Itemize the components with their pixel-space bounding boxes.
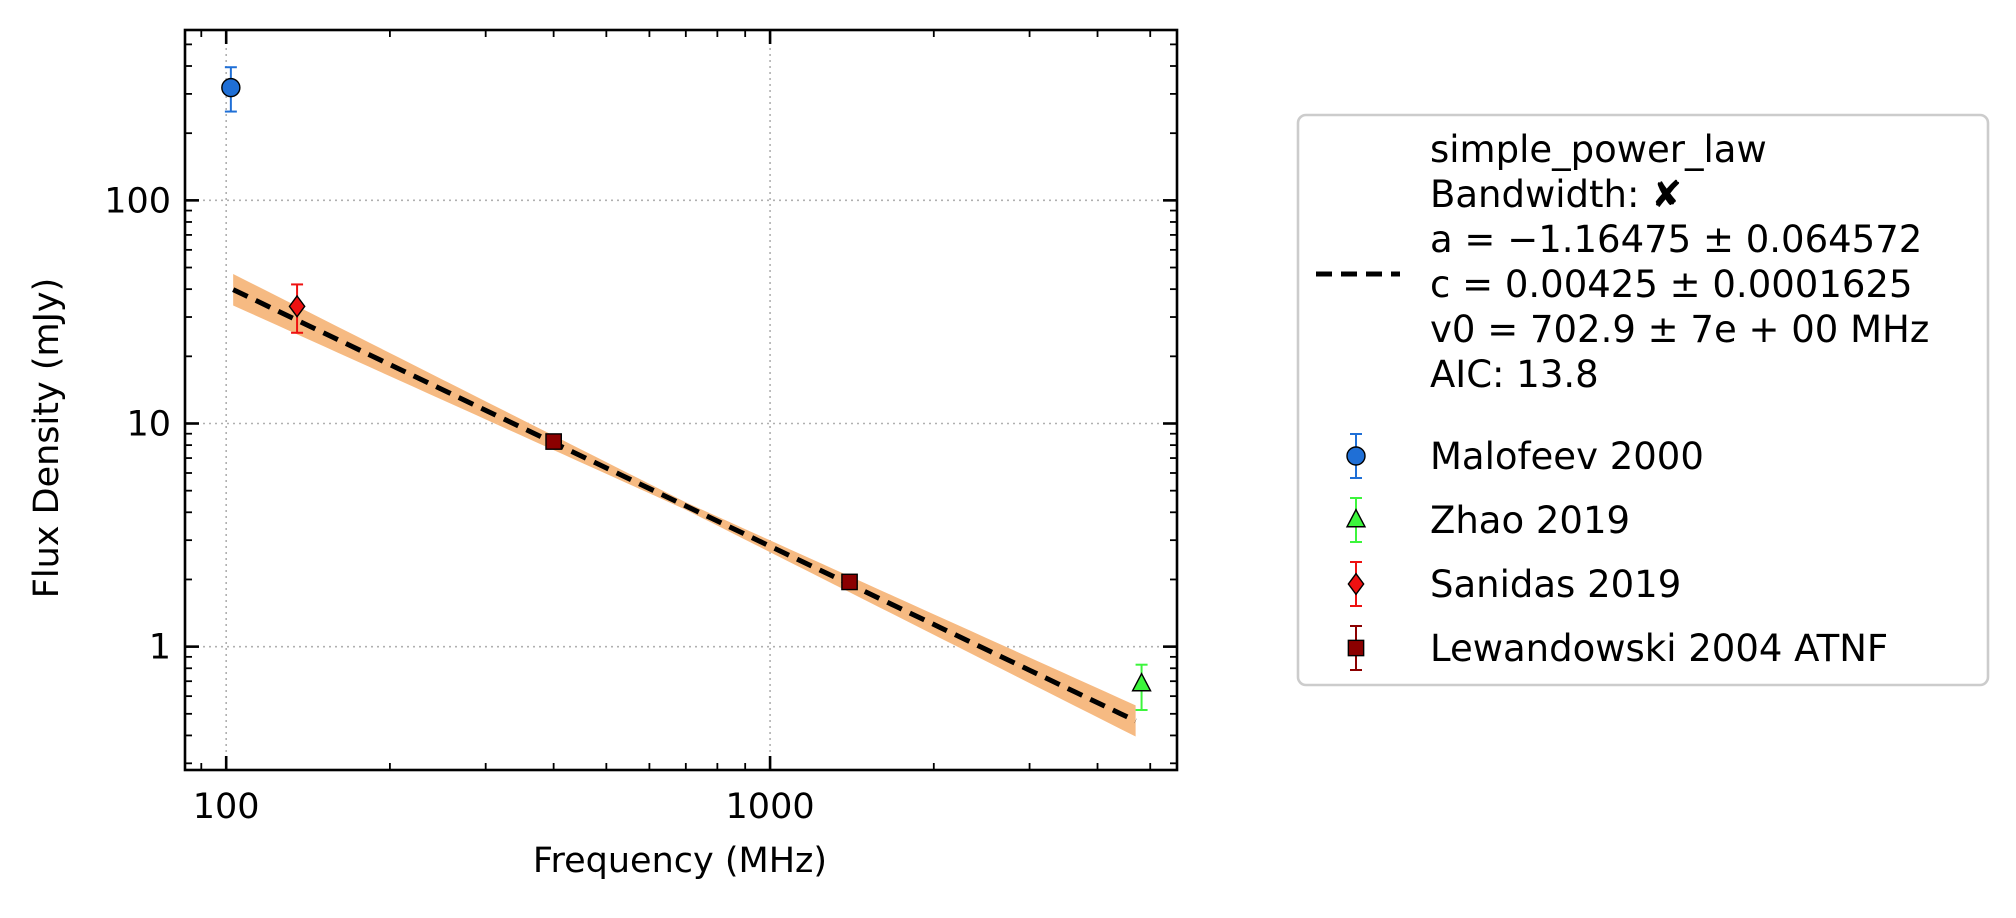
legend-fit-text: v0 = 702.9 ± 7e + 00 MHz: [1430, 308, 1929, 351]
x-axis-label: Frequency (MHz): [533, 841, 827, 881]
data-point: [288, 294, 306, 318]
legend-marker: [1347, 639, 1365, 657]
y-tick-label: 100: [104, 181, 171, 221]
legend-series-label: Malofeev 2000: [1430, 435, 1704, 478]
legend-fit-text: c = 0.00425 ± 0.0001625: [1430, 263, 1912, 306]
axes: 100 1000 1 10 100: [104, 28, 1179, 827]
x-tick-label: 100: [193, 787, 260, 827]
legend-fit-text: AIC: 13.8: [1430, 353, 1599, 396]
legend-series-label: Zhao 2019: [1430, 499, 1630, 542]
legend-marker: [1346, 446, 1366, 466]
y-axis-label: Flux Density (mJy): [27, 278, 67, 599]
legend-fit-text: a = −1.16475 ± 0.064572: [1430, 218, 1922, 261]
legend-series-label: Sanidas 2019: [1430, 563, 1681, 606]
data-point: [1131, 672, 1152, 692]
fit-band-layer: [232, 273, 1137, 737]
y-tick-label: 10: [126, 404, 171, 444]
legend-fit-text: simple_power_law: [1430, 128, 1767, 171]
data-layer: [221, 66, 1152, 712]
legend-series-label: Lewandowski 2004 ATNF: [1430, 627, 1888, 670]
plot-frame: [183, 28, 1179, 772]
data-point: [545, 433, 562, 450]
y-tick-label: 1: [149, 628, 171, 668]
legend-marker: [1345, 508, 1367, 528]
x-tick-label: 1000: [726, 787, 815, 827]
legend-fit-text: Bandwidth: ✘: [1430, 173, 1682, 216]
data-point: [841, 573, 858, 591]
legend-box: [1296, 113, 1990, 687]
data-point: [221, 77, 241, 98]
fit-line: [232, 287, 1137, 724]
legend-marker: [1347, 572, 1365, 596]
